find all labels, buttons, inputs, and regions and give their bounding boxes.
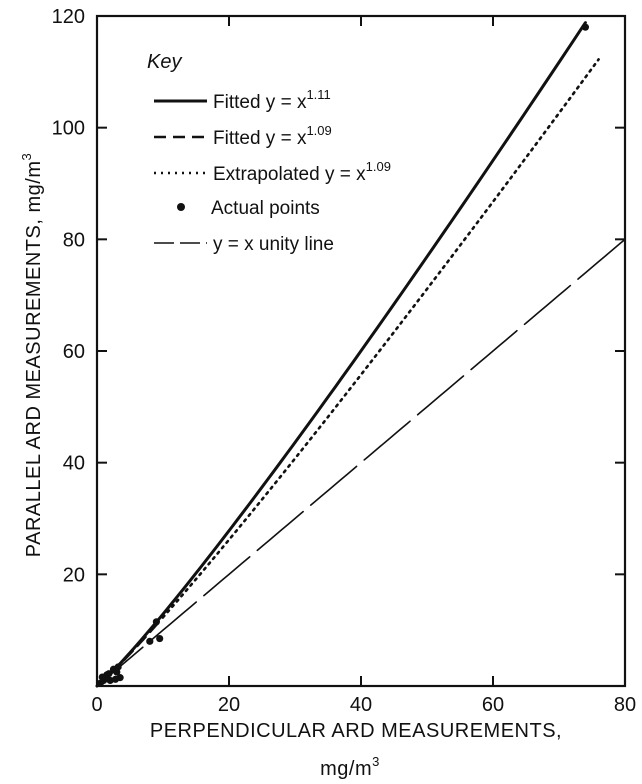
actual-point: [111, 675, 120, 683]
ticks: 0 20 40 60 80 20 40 60 80 100 120: [52, 6, 637, 716]
x-axis-title: PERPENDICULAR ARD MEASUREMENTS,: [150, 720, 562, 742]
actual-point: [98, 673, 106, 681]
legend-marker-points: [177, 203, 185, 211]
legend-label: Fitted y = x1.11: [213, 87, 331, 113]
legend-label: Extrapolated y = x1.09: [213, 159, 391, 185]
y-tick-label: 80: [63, 229, 85, 251]
x-tick-label: 60: [482, 694, 504, 716]
series-line-long-dash: [96, 238, 626, 687]
series-layer: [95, 21, 626, 688]
legend-label: y = x unity line: [213, 234, 334, 255]
actual-point: [105, 670, 113, 678]
x-tick-label: 20: [218, 694, 240, 716]
legend-title: Key: [147, 51, 182, 73]
x-axis-unit: mg/m3: [320, 754, 380, 780]
y-tick-label: 40: [63, 453, 85, 475]
actual-point: [156, 634, 164, 643]
series-line-solid: [95, 21, 587, 688]
series-line-dotted: [161, 58, 600, 619]
y-axis-title-exp: 3: [19, 153, 34, 161]
x-tick-label: 0: [91, 694, 102, 716]
y-axis-title-text: PARALLEL ARD MEASUREMENTS, mg/m: [23, 161, 45, 558]
x-axis-unit-text: mg/m: [320, 758, 372, 780]
actual-point: [581, 23, 590, 31]
x-tick-label: 40: [350, 694, 372, 716]
legend-label: Fitted y = x1.09: [213, 123, 332, 149]
legend: Key Fitted y = x1.11 Fitted y = x1.09 Extra…: [147, 51, 391, 255]
axis-labels: PERPENDICULAR ARD MEASUREMENTS, mg/m3 PA…: [19, 153, 562, 780]
legend-label: Actual points: [211, 198, 320, 219]
x-tick-label: 80: [614, 694, 636, 716]
x-axis-unit-exp: 3: [372, 754, 380, 769]
actual-point: [152, 618, 160, 626]
y-tick-label: 20: [63, 564, 85, 586]
y-tick-label: 100: [52, 118, 85, 140]
y-tick-label: 120: [52, 6, 85, 28]
y-axis-title: PARALLEL ARD MEASUREMENTS, mg/m3: [19, 153, 45, 557]
y-tick-label: 60: [63, 341, 85, 363]
series-line-dashed: [95, 616, 165, 688]
